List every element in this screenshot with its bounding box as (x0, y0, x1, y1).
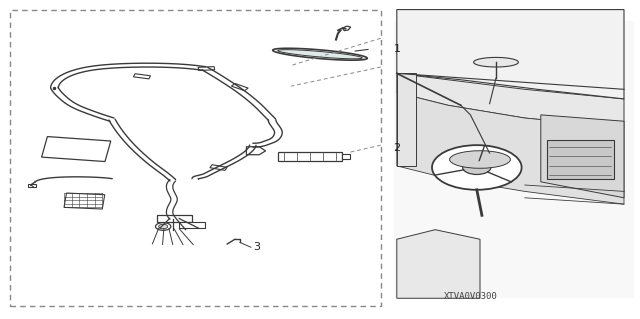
Circle shape (432, 145, 522, 190)
Polygon shape (397, 230, 480, 298)
Polygon shape (246, 147, 266, 155)
Polygon shape (273, 48, 367, 60)
Bar (210, 165, 227, 170)
Bar (133, 74, 150, 79)
Bar (157, 215, 192, 222)
Bar (232, 84, 248, 91)
Text: 1: 1 (394, 44, 401, 55)
Polygon shape (342, 26, 351, 31)
Text: 2: 2 (394, 143, 401, 153)
Ellipse shape (450, 151, 511, 168)
Text: 3: 3 (253, 242, 260, 252)
Bar (64, 193, 105, 209)
Polygon shape (397, 93, 624, 204)
Bar (28, 184, 36, 187)
Bar (278, 152, 342, 161)
Polygon shape (397, 73, 416, 166)
Bar (342, 154, 350, 159)
Polygon shape (397, 73, 624, 128)
Polygon shape (474, 57, 518, 67)
Bar (42, 137, 111, 161)
Polygon shape (278, 50, 362, 59)
Bar (547, 140, 614, 179)
Bar (10, 10, 381, 306)
Polygon shape (541, 115, 624, 198)
Text: XTVA0V0300: XTVA0V0300 (444, 293, 497, 301)
Bar (394, 21, 634, 298)
Circle shape (159, 224, 168, 229)
Bar (179, 222, 205, 228)
Circle shape (156, 223, 171, 230)
Polygon shape (397, 10, 624, 99)
Circle shape (463, 160, 491, 174)
Bar (198, 67, 214, 70)
